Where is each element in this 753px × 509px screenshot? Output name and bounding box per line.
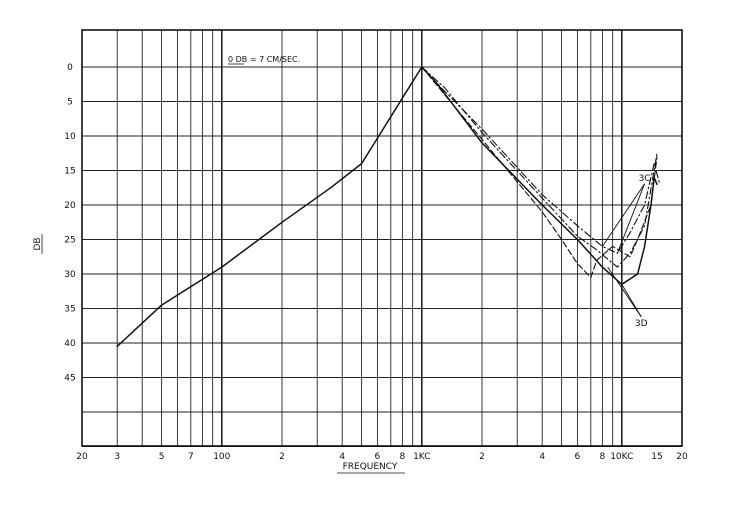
x-tick-label: 20 xyxy=(76,452,88,462)
series-line-dashed xyxy=(421,66,658,279)
y-tick-label: 25 xyxy=(64,236,75,246)
tick-labels: 20 3 5 7 100 2 4 6 8 1KC 2 4 6 8 10KC 15 200510152025303… xyxy=(64,63,688,462)
label-leader-line xyxy=(607,266,642,318)
series-labels: 3C 3D xyxy=(602,174,651,329)
plot-frame xyxy=(81,29,683,447)
x-tick-label: 3 xyxy=(114,452,120,462)
y-tick-label: 0 xyxy=(67,63,73,73)
x-tick-label: 100 xyxy=(213,452,230,462)
x-tick-label: 1KC xyxy=(413,452,430,462)
y-tick-label: 10 xyxy=(64,132,76,142)
series-label-3d: 3D xyxy=(635,319,648,329)
x-tick-label: 8 xyxy=(400,452,406,462)
x-tick-label: 2 xyxy=(279,452,285,462)
y-axis-label: DB xyxy=(33,237,43,250)
x-tick-label: 6 xyxy=(575,452,581,462)
x-tick-label: 20 xyxy=(676,452,688,462)
label-leader-line xyxy=(602,183,645,247)
x-tick-label: 4 xyxy=(339,452,345,462)
y-tick-label: 40 xyxy=(64,339,76,349)
y-tick-label: 5 xyxy=(67,98,73,108)
label-leader-line xyxy=(616,183,646,254)
x-tick-label: 7 xyxy=(188,452,194,462)
y-tick-label: 35 xyxy=(64,305,75,315)
series-line-dashdot xyxy=(421,66,658,268)
series-label-3c: 3C xyxy=(639,174,651,184)
series-line-dashdot xyxy=(421,66,661,254)
y-tick-label: 20 xyxy=(64,201,76,211)
y-tick-label: 15 xyxy=(64,167,75,177)
x-tick-label: 8 xyxy=(600,452,606,462)
y-tick-label: 45 xyxy=(64,374,75,384)
chart-annotation: 0 DB = 7 CM/SEC. xyxy=(228,55,300,64)
x-tick-label: 5 xyxy=(159,452,165,462)
x-tick-label: 4 xyxy=(539,452,545,462)
series-layer xyxy=(116,66,661,348)
x-tick-label: 10KC xyxy=(610,452,633,462)
x-tick-label: 2 xyxy=(479,452,485,462)
x-tick-label: 15 xyxy=(651,452,662,462)
y-tick-label: 30 xyxy=(64,270,76,280)
x-axis-label: FREQUENCY xyxy=(343,462,398,472)
series-line-solid xyxy=(116,66,658,348)
x-tick-label: 6 xyxy=(375,452,381,462)
